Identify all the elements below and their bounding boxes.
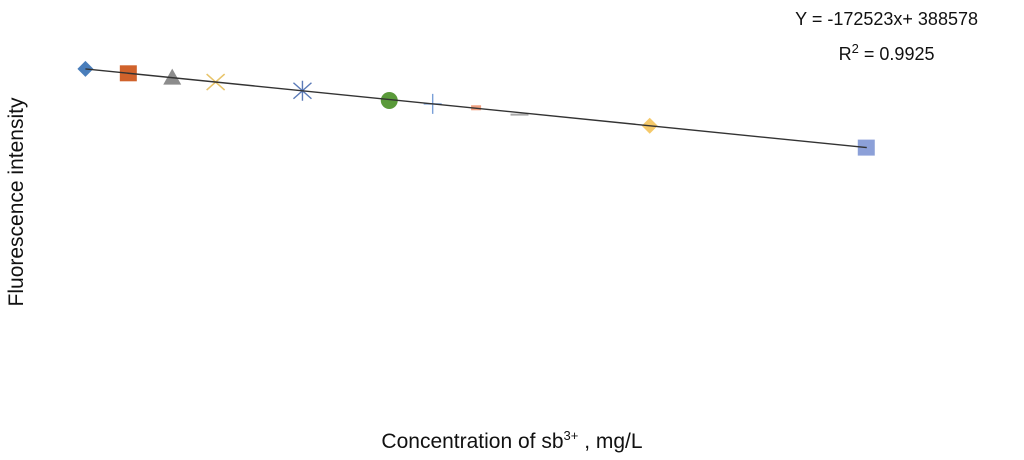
data-point-5-circle xyxy=(380,92,398,110)
r2-value: = 0.9925 xyxy=(858,44,935,64)
x-label-tail: , mg/L xyxy=(578,430,643,453)
trendline xyxy=(85,68,867,149)
x-axis-label: Concentration of sb3+ , mg/L xyxy=(0,428,1024,454)
x-label-sup: 3+ xyxy=(563,428,579,443)
trendline-equation: Y = -172523x+ 388578 R2 = 0.9925 xyxy=(795,4,978,69)
r-squared: R2 = 0.9925 xyxy=(795,34,978,69)
x-label-main: Concentration of sb xyxy=(381,430,564,453)
r2-sup: 2 xyxy=(851,41,859,56)
r2-prefix: R xyxy=(838,44,852,64)
equation-text: Y = -172523x+ 388578 xyxy=(795,9,978,29)
y-axis-label: Fluorescence intensity xyxy=(5,97,28,307)
data-point-2-triangle xyxy=(163,68,182,85)
